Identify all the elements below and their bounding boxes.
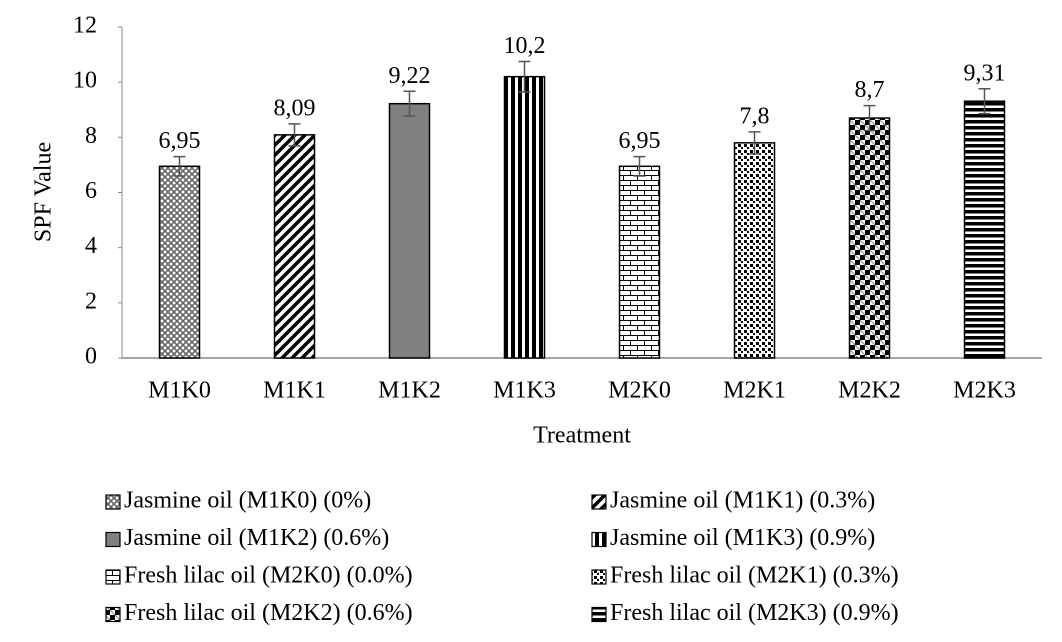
x-tick-label: M2K0 bbox=[608, 378, 671, 404]
legend-label: Jasmine oil (M1K0) (0%) bbox=[124, 488, 371, 514]
legend-label: Fresh lilac oil (M2K0) (0.0%) bbox=[124, 563, 413, 589]
y-tick-label: 2 bbox=[85, 288, 97, 314]
legend-swatch bbox=[105, 606, 121, 623]
x-tick-label: M1K1 bbox=[263, 378, 326, 404]
bar bbox=[963, 100, 1006, 359]
x-axis-label: Treatment bbox=[533, 423, 631, 449]
error-bar bbox=[633, 155, 646, 177]
value-label: 6,95 bbox=[159, 128, 201, 154]
value-label: 8,09 bbox=[274, 95, 316, 121]
x-tick-label: M1K0 bbox=[148, 378, 211, 404]
y-axis-label: SPF Value bbox=[31, 142, 57, 242]
value-label: 9,31 bbox=[964, 60, 1006, 86]
y-tick-label: 6 bbox=[85, 178, 97, 204]
legend-label: Jasmine oil (M1K3) (0.9%) bbox=[610, 525, 875, 551]
legend-swatch bbox=[591, 569, 607, 585]
legend-label: Fresh lilac oil (M2K1) (0.3%) bbox=[610, 563, 899, 589]
bar bbox=[273, 134, 316, 359]
bar bbox=[848, 117, 891, 359]
bar bbox=[388, 102, 431, 359]
bar bbox=[503, 75, 546, 359]
y-tick-label: 0 bbox=[85, 344, 97, 370]
error-bar bbox=[863, 104, 876, 132]
legend-label: Fresh lilac oil (M2K2) (0.6%) bbox=[124, 600, 413, 626]
value-label: 8,7 bbox=[855, 77, 885, 103]
bar bbox=[733, 142, 776, 359]
legend-swatch bbox=[105, 531, 121, 548]
value-label: 6,95 bbox=[619, 128, 661, 154]
value-label: 9,22 bbox=[389, 63, 431, 89]
bar bbox=[158, 165, 201, 359]
value-label: 10,2 bbox=[504, 33, 546, 59]
x-tick-label: M2K3 bbox=[953, 378, 1016, 404]
bar bbox=[618, 165, 661, 359]
error-bar bbox=[978, 88, 991, 115]
y-tick-label: 4 bbox=[85, 233, 97, 259]
legend-label: Jasmine oil (M1K2) (0.6%) bbox=[124, 525, 389, 551]
legend-swatch bbox=[105, 569, 121, 585]
legend-swatch bbox=[105, 494, 121, 510]
error-bar bbox=[518, 60, 531, 93]
legend-swatch bbox=[591, 531, 607, 548]
y-tick-label: 12 bbox=[73, 13, 97, 39]
x-tick-label: M1K2 bbox=[378, 378, 441, 404]
x-tick-label: M2K2 bbox=[838, 378, 901, 404]
value-label: 7,8 bbox=[740, 103, 770, 129]
legend-label: Fresh lilac oil (M2K3) (0.9%) bbox=[610, 600, 899, 626]
error-bar bbox=[173, 155, 186, 177]
x-tick-label: M1K3 bbox=[493, 378, 556, 404]
x-tick-label: M2K1 bbox=[723, 378, 786, 404]
legend-label: Jasmine oil (M1K1) (0.3%) bbox=[610, 488, 875, 514]
y-tick-label: 8 bbox=[85, 123, 97, 149]
legend-swatch bbox=[591, 606, 607, 623]
y-tick-label: 10 bbox=[73, 68, 97, 94]
error-bar bbox=[288, 123, 301, 147]
error-bar bbox=[403, 90, 416, 117]
error-bar bbox=[748, 131, 761, 155]
legend-swatch bbox=[591, 494, 607, 510]
